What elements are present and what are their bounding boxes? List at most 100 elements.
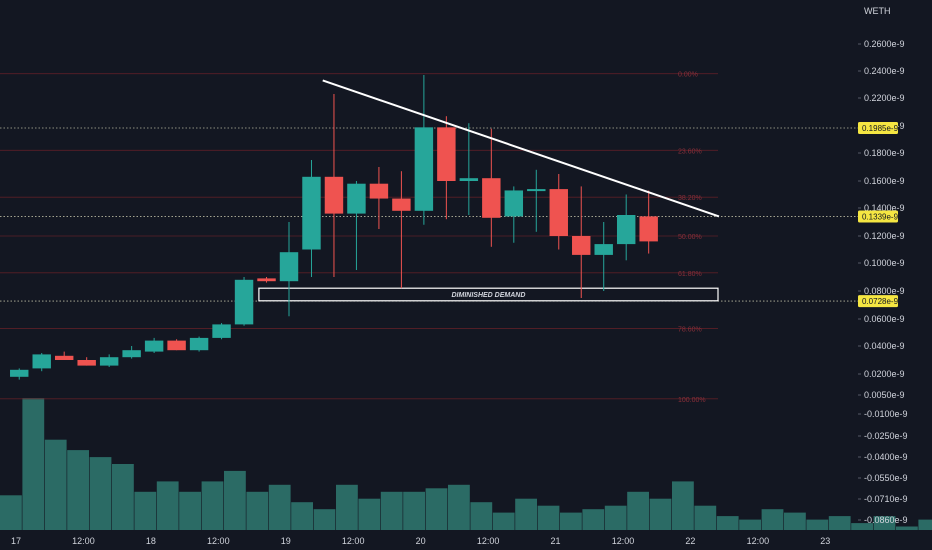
volume-bar [380, 491, 403, 530]
y-tick-label: -0.0250e-9 [864, 431, 908, 441]
x-tick-label: 12:00 [207, 536, 230, 546]
volume-bar [806, 519, 829, 530]
volume-bar [761, 509, 784, 530]
candle-body [572, 236, 591, 255]
x-tick-label: 17 [11, 536, 21, 546]
candle-body [594, 244, 613, 255]
y-tick-label: 0.0600e-9 [864, 314, 905, 324]
volume-bar [515, 498, 537, 530]
volume-bar [179, 491, 201, 530]
price-badge [858, 295, 898, 308]
fib-label: 50.00% [678, 234, 702, 241]
y-tick-label: -0.0710e-9 [864, 494, 908, 504]
candle-body [10, 369, 29, 377]
volume-bar [291, 502, 313, 530]
volume-bar [336, 484, 358, 530]
candle-body [549, 189, 568, 236]
y-tick-label: 0.0050e-9 [864, 390, 905, 400]
y-tick-label: -0.0860e-9 [864, 515, 908, 525]
price-badges: 0.1985e-9 0.1339e-9 0.0728e-9 [858, 122, 899, 308]
candle-body [99, 357, 119, 366]
candle-body [212, 324, 231, 338]
volume-bar [604, 505, 627, 530]
trend-line [322, 79, 720, 218]
candle-body [302, 176, 321, 250]
candle-body [144, 340, 164, 352]
candle-body [54, 355, 74, 360]
fib-label: 61.80% [678, 271, 702, 278]
axis-title: WETH [864, 6, 891, 16]
x-tick-label: 18 [146, 536, 156, 546]
fib-retracement[interactable]: 0.00% 23.60% 38.20% 50.00% 61.80% 78.60% 100.0… [0, 72, 718, 404]
candle-body [257, 278, 276, 282]
y-tick-label: 0.0800e-9 [864, 286, 905, 296]
fib-label: 38.20% [678, 195, 702, 202]
candle-body [639, 216, 658, 242]
volume-bar [358, 498, 381, 530]
candle-body [369, 183, 389, 199]
price-badge-label: 0.1339e-9 [862, 213, 899, 222]
candle-body [122, 350, 141, 358]
candle-body [504, 190, 524, 217]
y-tick-label: 0.2200e-9 [864, 93, 905, 103]
volume-bars [0, 398, 932, 530]
volume-bar [224, 470, 246, 530]
volume-bar [470, 502, 493, 530]
volume-bar [851, 523, 873, 530]
fib-label: 100.00% [678, 397, 706, 404]
candle-body [77, 360, 96, 366]
price-axis[interactable]: WETH 0.2600e-90.2400e-90.2200e-90.2000e-… [858, 6, 908, 525]
x-tick-label: 12:00 [477, 536, 500, 546]
candles [10, 75, 658, 380]
diminished-demand-zone[interactable]: DIMINISHED DEMAND [258, 287, 719, 302]
x-tick-label: 12:00 [72, 536, 95, 546]
price-badge [858, 210, 898, 223]
fib-label: 0.00% [678, 72, 698, 79]
price-badge-label: 0.1985e-9 [862, 124, 899, 133]
volume-bar [89, 457, 112, 530]
price-badge-label: 0.0728e-9 [862, 297, 899, 306]
fib-label: 23.60% [678, 148, 702, 155]
y-tick-label: -0.0100e-9 [864, 409, 908, 419]
candle-body [392, 198, 411, 211]
volume-bar [403, 491, 425, 530]
candle-body [482, 178, 501, 218]
y-tick-label: -0.0550e-9 [864, 473, 908, 483]
volume-bar [582, 509, 605, 530]
y-tick-label: 0.2600e-9 [864, 39, 905, 49]
volume-bar [716, 516, 739, 530]
volume-bar [112, 464, 134, 530]
candle-body [324, 176, 344, 214]
candle-body [616, 215, 636, 245]
volume-bar [918, 519, 932, 530]
volume-bar [268, 484, 291, 530]
y-tick-label: 0.2400e-9 [864, 66, 905, 76]
y-tick-label: 0.1600e-9 [864, 176, 905, 186]
volume-bar [739, 519, 761, 530]
volume-bar [22, 398, 45, 530]
candle-body [437, 127, 456, 181]
x-tick-label: 20 [416, 536, 426, 546]
fib-label: 78.60% [678, 326, 702, 333]
x-tick-label: 12:00 [342, 536, 365, 546]
volume-bar [44, 439, 67, 530]
volume-bar [156, 481, 179, 530]
volume-bar [492, 512, 515, 530]
volume-bar [537, 505, 560, 530]
trendline[interactable] [322, 79, 720, 218]
candle-body [527, 189, 546, 192]
volume-bar [425, 488, 448, 530]
zone-label: DIMINISHED DEMAND [452, 292, 526, 299]
volume-bar [627, 491, 649, 530]
price-badge [858, 122, 898, 135]
volume-bar [246, 491, 269, 530]
volume-bar [67, 450, 89, 530]
x-tick-label: 23 [820, 536, 830, 546]
volume-bar [694, 505, 717, 530]
zone-box [258, 287, 719, 302]
time-axis[interactable]: 17 12:00 18 12:00 19 12:00 20 12:00 21 12:00 22 12:… [11, 536, 830, 546]
x-tick-label: 19 [281, 536, 291, 546]
y-tick-label: 0.0400e-9 [864, 341, 905, 351]
